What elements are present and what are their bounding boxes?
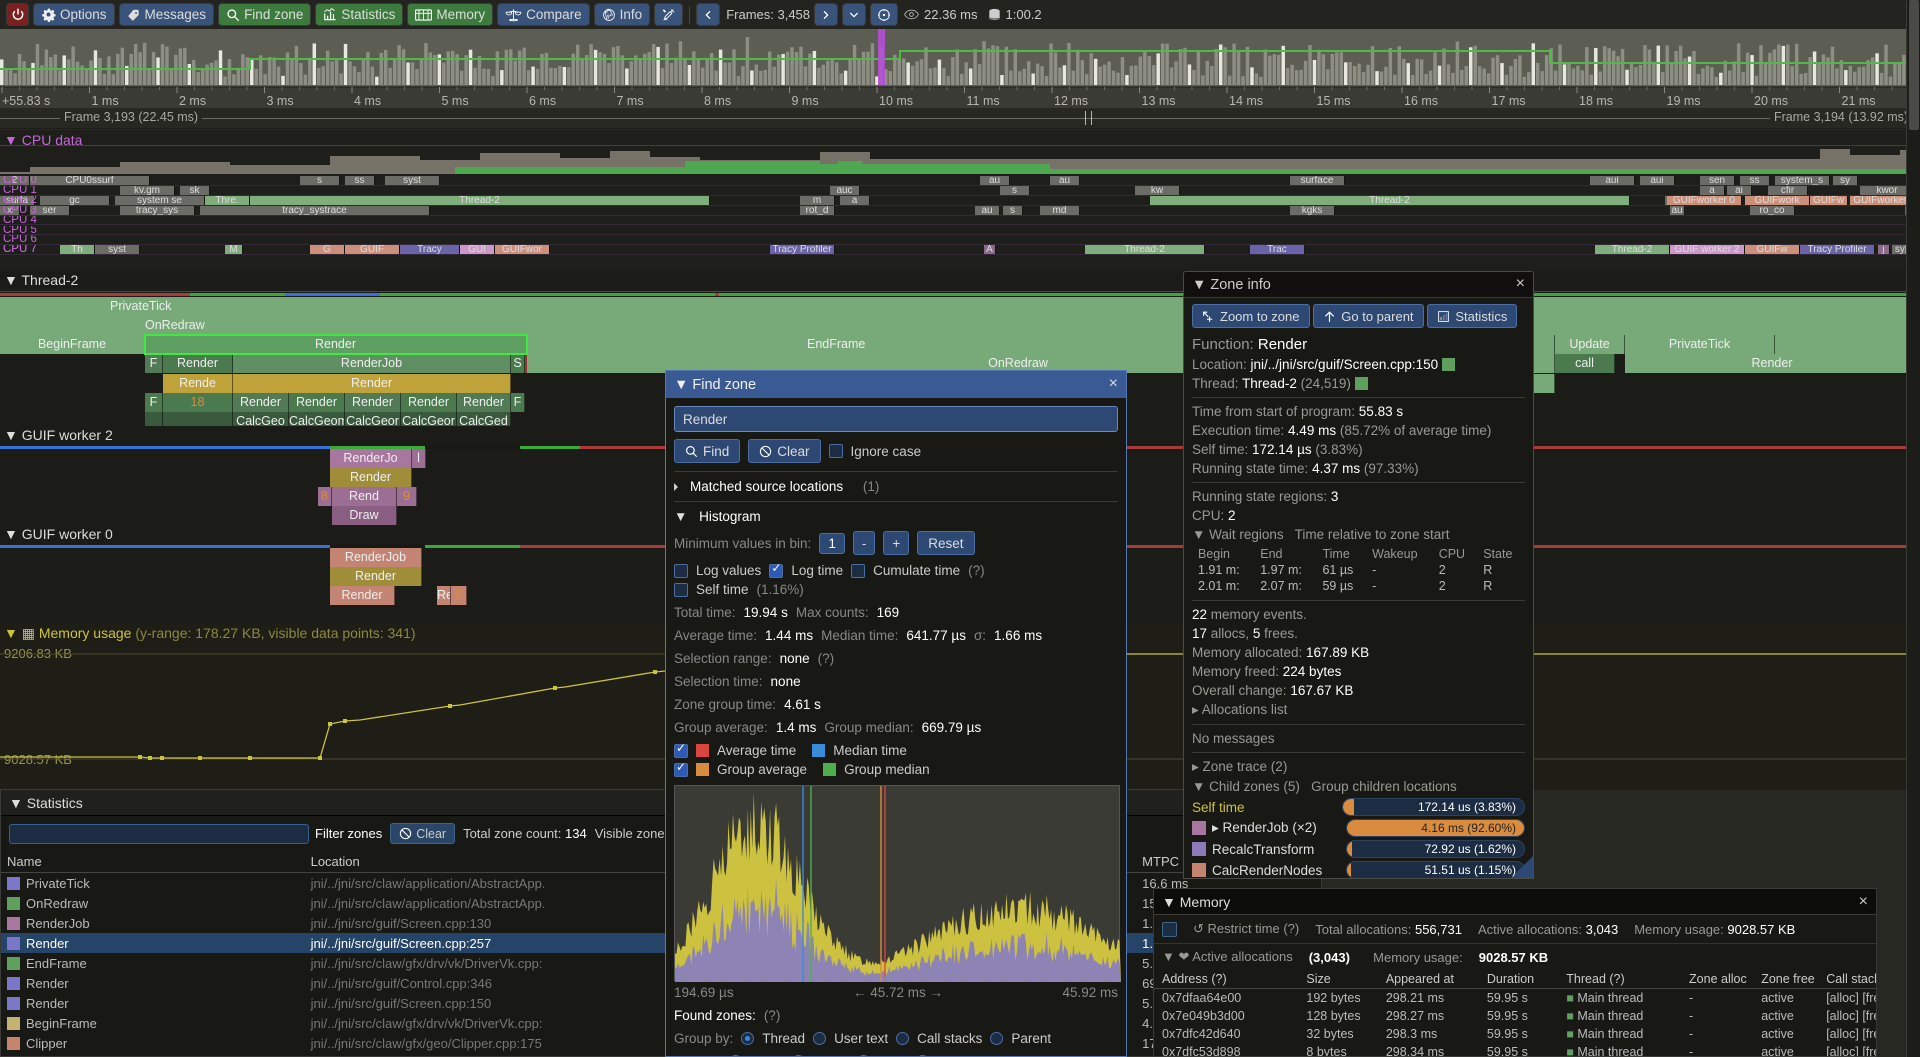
svg-text:9 ms: 9 ms [792,94,819,108]
svg-text:6 ms: 6 ms [529,94,556,108]
svg-text:10 ms: 10 ms [879,94,913,108]
svg-text:7 ms: 7 ms [617,94,644,108]
svg-text:18 ms: 18 ms [1579,94,1613,108]
svg-text:21 ms: 21 ms [1842,94,1876,108]
svg-text:17 ms: 17 ms [1492,94,1526,108]
svg-text:19 ms: 19 ms [1667,94,1701,108]
svg-text:11 ms: 11 ms [967,94,1000,108]
svg-text:1 ms: 1 ms [92,94,119,108]
svg-text:14 ms: 14 ms [1229,94,1263,108]
svg-text:16 ms: 16 ms [1404,94,1438,108]
svg-text:8 ms: 8 ms [704,94,731,108]
svg-text:12 ms: 12 ms [1054,94,1088,108]
svg-text:13 ms: 13 ms [1142,94,1176,108]
svg-text:15 ms: 15 ms [1317,94,1351,108]
svg-text:4 ms: 4 ms [354,94,381,108]
svg-text:3 ms: 3 ms [267,94,294,108]
svg-text:+55.83 s: +55.83 s [2,94,50,108]
svg-text:2 ms: 2 ms [179,94,206,108]
svg-text:20 ms: 20 ms [1754,94,1788,108]
svg-text:5 ms: 5 ms [442,94,469,108]
